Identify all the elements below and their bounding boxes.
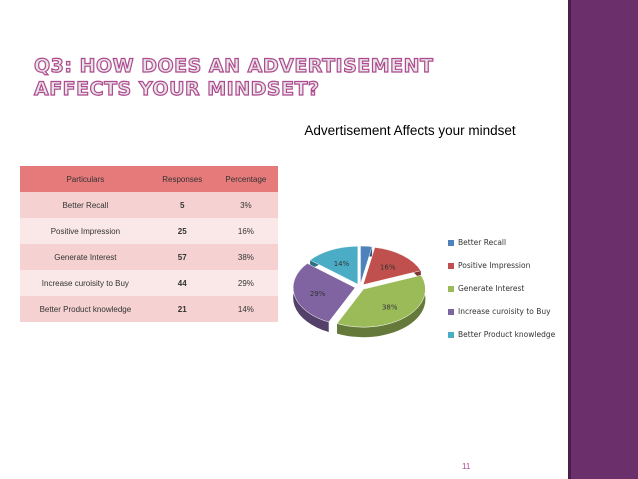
sidebar-stripe	[568, 0, 571, 479]
pie-slice-side	[293, 263, 329, 333]
legend-label: Better Product knowledge	[458, 330, 556, 339]
table-row: Positive Impression 25 16%	[20, 218, 278, 244]
table-row: Better Recall 5 3%	[20, 192, 278, 218]
pie-data-label: 29%	[310, 290, 326, 298]
page-number: 11	[462, 462, 471, 471]
table-cell-particular: Increase curoisity to Buy	[20, 270, 151, 296]
table-row: Better Product knowledge 21 14%	[20, 296, 278, 322]
slide-title: Q3: HOW DOES AN ADVERTISEMENT AFFECTS YO…	[33, 54, 434, 100]
table-cell-responses: 5	[150, 192, 214, 218]
pie-slice	[336, 274, 426, 328]
chart-legend: Better Recall Positive Impression Generate…	[448, 238, 560, 353]
legend-swatch	[448, 309, 454, 315]
pie-chart: 3%16%38%29%14%	[292, 245, 426, 338]
table-cell-responses: 57	[150, 244, 214, 270]
table-row: Increase curoisity to Buy 44 29%	[20, 270, 278, 296]
legend-item: Better Product knowledge	[448, 330, 560, 340]
legend-label: Better Recall	[458, 238, 507, 247]
table-cell-percentage: 14%	[213, 296, 278, 322]
pie-slice	[309, 246, 359, 285]
responses-table: Particulars Responses Percentage Better …	[20, 166, 278, 322]
pie-data-label: 16%	[380, 264, 396, 272]
pie-slice	[362, 247, 422, 286]
pie-slice-side	[337, 275, 426, 338]
table-row: Generate Interest 57 38%	[20, 244, 278, 270]
sidebar-decoration	[568, 0, 638, 479]
legend-label: Generate Interest	[458, 284, 525, 293]
legend-label: Increase curoisity to Buy	[458, 307, 551, 316]
legend-swatch	[448, 332, 454, 338]
table-header-particulars: Particulars	[20, 166, 151, 192]
table-header-responses: Responses	[150, 166, 214, 192]
legend-swatch	[448, 263, 454, 269]
table-cell-particular: Generate Interest	[20, 244, 151, 270]
table-cell-particular: Better Recall	[20, 192, 151, 218]
chart-title: Advertisement Affects your mindset	[304, 123, 516, 138]
table-cell-responses: 21	[150, 296, 214, 322]
table-cell-percentage: 16%	[213, 218, 278, 244]
legend-item: Positive Impression	[448, 261, 560, 271]
table-cell-percentage: 3%	[213, 192, 278, 218]
table-cell-particular: Better Product knowledge	[20, 296, 151, 322]
pie-slice	[360, 245, 373, 285]
table-header-row: Particulars Responses Percentage	[20, 166, 278, 192]
table-cell-percentage: 38%	[213, 244, 278, 270]
legend-swatch	[448, 240, 454, 246]
legend-swatch	[448, 286, 454, 292]
slide: Q3: HOW DOES AN ADVERTISEMENT AFFECTS YO…	[20, 54, 560, 471]
table-header-percentage: Percentage	[213, 166, 278, 192]
pie-data-label: 38%	[382, 303, 398, 311]
table-cell-particular: Positive Impression	[20, 218, 151, 244]
table-cell-responses: 25	[150, 218, 214, 244]
pie-data-label: 14%	[334, 260, 350, 268]
pie-slice	[292, 263, 356, 323]
legend-item: Increase curoisity to Buy	[448, 307, 560, 317]
table-cell-responses: 44	[150, 270, 214, 296]
legend-label: Positive Impression	[458, 261, 531, 270]
legend-item: Generate Interest	[448, 284, 560, 294]
legend-item: Better Recall	[448, 238, 560, 248]
table-cell-percentage: 29%	[213, 270, 278, 296]
